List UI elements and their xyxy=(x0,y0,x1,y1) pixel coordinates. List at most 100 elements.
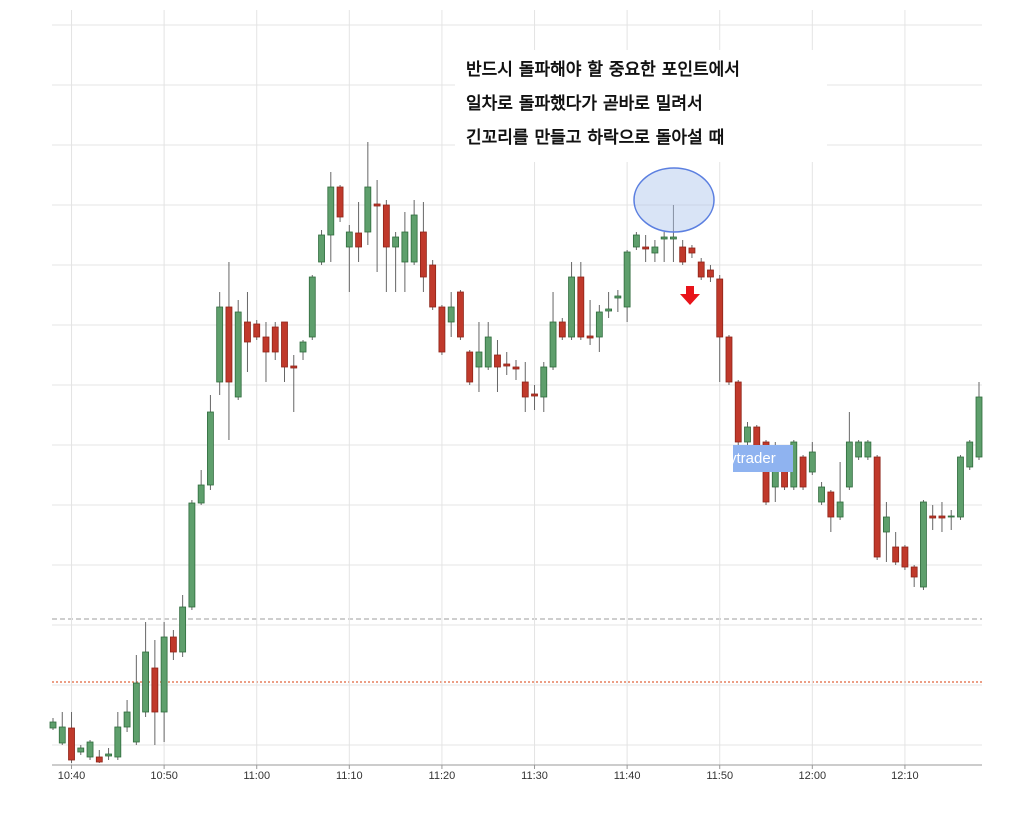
candle-body xyxy=(484,336,492,368)
candle-body xyxy=(966,441,974,468)
candle-body xyxy=(234,311,242,398)
candle-body xyxy=(142,651,150,713)
candle-body xyxy=(873,456,881,558)
candle-body xyxy=(382,204,390,248)
candle-body xyxy=(86,741,94,758)
candle-body xyxy=(901,546,909,568)
annotation-box xyxy=(455,50,827,162)
candle-body xyxy=(864,441,872,458)
candle-body xyxy=(419,231,427,278)
candle-body xyxy=(68,727,75,761)
candle-body xyxy=(734,381,742,443)
candle-body xyxy=(883,516,890,533)
x-tick-label: 11:30 xyxy=(521,770,548,782)
candle-body xyxy=(244,321,251,343)
candle-body xyxy=(105,753,112,757)
candle-body xyxy=(938,515,946,519)
watermark: ytrader xyxy=(729,450,776,467)
candle-body xyxy=(336,186,344,218)
candle-body xyxy=(179,606,187,653)
candle-body xyxy=(855,441,863,458)
candle-body xyxy=(595,311,603,338)
candle-body xyxy=(438,306,446,353)
candle-body xyxy=(114,726,122,758)
candle-body xyxy=(188,502,196,608)
candle-body xyxy=(605,308,612,312)
candle-body xyxy=(512,366,520,370)
candle-body xyxy=(327,186,335,236)
candles xyxy=(49,142,983,763)
x-tick-label: 10:40 xyxy=(58,770,86,782)
candle-body xyxy=(549,321,557,368)
candle-body xyxy=(457,291,464,338)
x-tick-label: 12:00 xyxy=(799,770,827,782)
candle-body xyxy=(697,261,705,278)
candle-body xyxy=(845,441,853,488)
candle-body xyxy=(475,351,483,368)
candle-body xyxy=(623,251,631,308)
candle-body xyxy=(494,354,501,368)
x-tick-label: 11:00 xyxy=(243,770,270,782)
candle-body xyxy=(364,186,372,233)
candle-body xyxy=(447,306,455,323)
candle-body xyxy=(271,326,279,353)
candle-body xyxy=(744,426,751,443)
x-tick-label: 11:10 xyxy=(336,770,363,782)
candle-body xyxy=(503,363,511,367)
x-tick-label: 12:10 xyxy=(891,770,919,782)
candle-body xyxy=(207,411,214,486)
candle-body xyxy=(308,276,316,338)
candle-body xyxy=(808,451,816,473)
down-arrow xyxy=(680,286,700,305)
candle-body xyxy=(910,566,918,578)
candle-body xyxy=(151,667,159,713)
candle-body xyxy=(632,234,640,248)
candle-body xyxy=(577,276,585,338)
candle-body xyxy=(670,236,677,240)
candle-body xyxy=(290,365,298,369)
x-tick-label: 10:50 xyxy=(150,770,178,782)
candle-body xyxy=(957,456,964,518)
candle-body xyxy=(169,636,177,653)
candle-body xyxy=(586,335,594,339)
candle-body xyxy=(707,269,714,278)
candle-body xyxy=(429,264,437,308)
candle-body xyxy=(568,276,575,338)
candle-body xyxy=(77,747,85,753)
x-tick-label: 11:40 xyxy=(614,770,641,782)
candle-body xyxy=(262,336,270,353)
candle-body xyxy=(799,456,807,488)
candle-body xyxy=(716,278,724,338)
candle-body xyxy=(58,726,66,744)
candle-body xyxy=(614,295,622,299)
candle-body xyxy=(355,232,362,248)
candle-body xyxy=(642,246,650,250)
candle-body xyxy=(679,246,687,263)
candle-body xyxy=(929,515,937,519)
candle-body xyxy=(466,351,474,383)
candle-body xyxy=(132,682,140,743)
candle-body xyxy=(920,501,927,588)
annotation-line: 긴꼬리를 만들고 하락으로 돌아설 때 xyxy=(466,128,724,148)
candle-body xyxy=(947,515,955,518)
candle-body xyxy=(521,381,529,398)
candle-body xyxy=(123,711,131,728)
candle-body xyxy=(49,721,57,729)
x-tick-label: 11:20 xyxy=(429,770,456,782)
candle-body xyxy=(410,214,418,263)
candle-body xyxy=(401,231,409,263)
candle-body xyxy=(160,636,168,713)
candle-body xyxy=(836,501,844,518)
candle-body xyxy=(892,546,900,563)
candle-body xyxy=(225,306,233,383)
candle-body xyxy=(651,246,659,254)
candle-body xyxy=(975,396,983,458)
candle-body xyxy=(540,366,548,398)
highlight-ellipse xyxy=(633,167,715,233)
candle-body xyxy=(216,306,224,383)
candle-body xyxy=(281,321,288,368)
annotation-line: 일차로 돌파했다가 곧바로 밀려서 xyxy=(466,93,703,114)
candle-body xyxy=(818,486,825,503)
candle-body xyxy=(660,236,668,240)
